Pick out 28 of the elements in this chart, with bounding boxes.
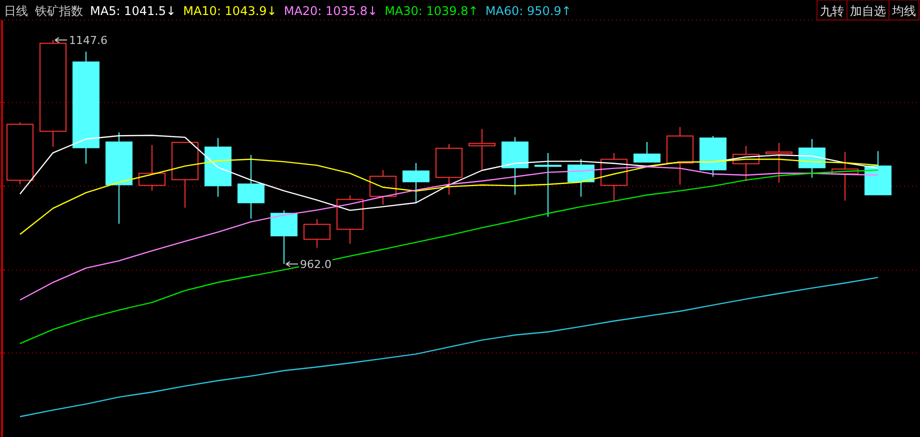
chart-subtitle: 日线 [4, 4, 28, 18]
candlestick [766, 142, 792, 184]
text: MA10: 1043.9↓ [183, 4, 277, 18]
text: MA60: 950.9↑ [485, 4, 572, 18]
annotation: 1147.6 [69, 34, 108, 48]
candlestick [534, 152, 562, 218]
text: MA30: 1039.8↑ [384, 4, 478, 18]
candlestick [468, 128, 496, 170]
candlestick [72, 51, 100, 164]
candlestick [402, 162, 430, 203]
extreme-label: 1147.6 [54, 34, 108, 48]
candlestick [40, 40, 66, 148]
text: MA20: 1035.8↓ [284, 4, 378, 18]
button: 均线 [888, 0, 920, 20]
candlestick [106, 132, 132, 224]
button: 加自选 [846, 0, 890, 20]
candlestick [666, 126, 694, 186]
candlestick [502, 136, 528, 196]
candlestick [304, 218, 330, 248]
text: MA5: 1041.5↓ [90, 4, 176, 18]
candlestick [204, 138, 232, 198]
chart-title: 铁矿指数 [34, 4, 83, 18]
candlestick [732, 146, 760, 182]
button: 九转 [816, 0, 848, 20]
candlestick [138, 144, 166, 192]
candlestick [238, 154, 264, 220]
candlestick [600, 152, 628, 202]
candlestick [436, 144, 462, 196]
